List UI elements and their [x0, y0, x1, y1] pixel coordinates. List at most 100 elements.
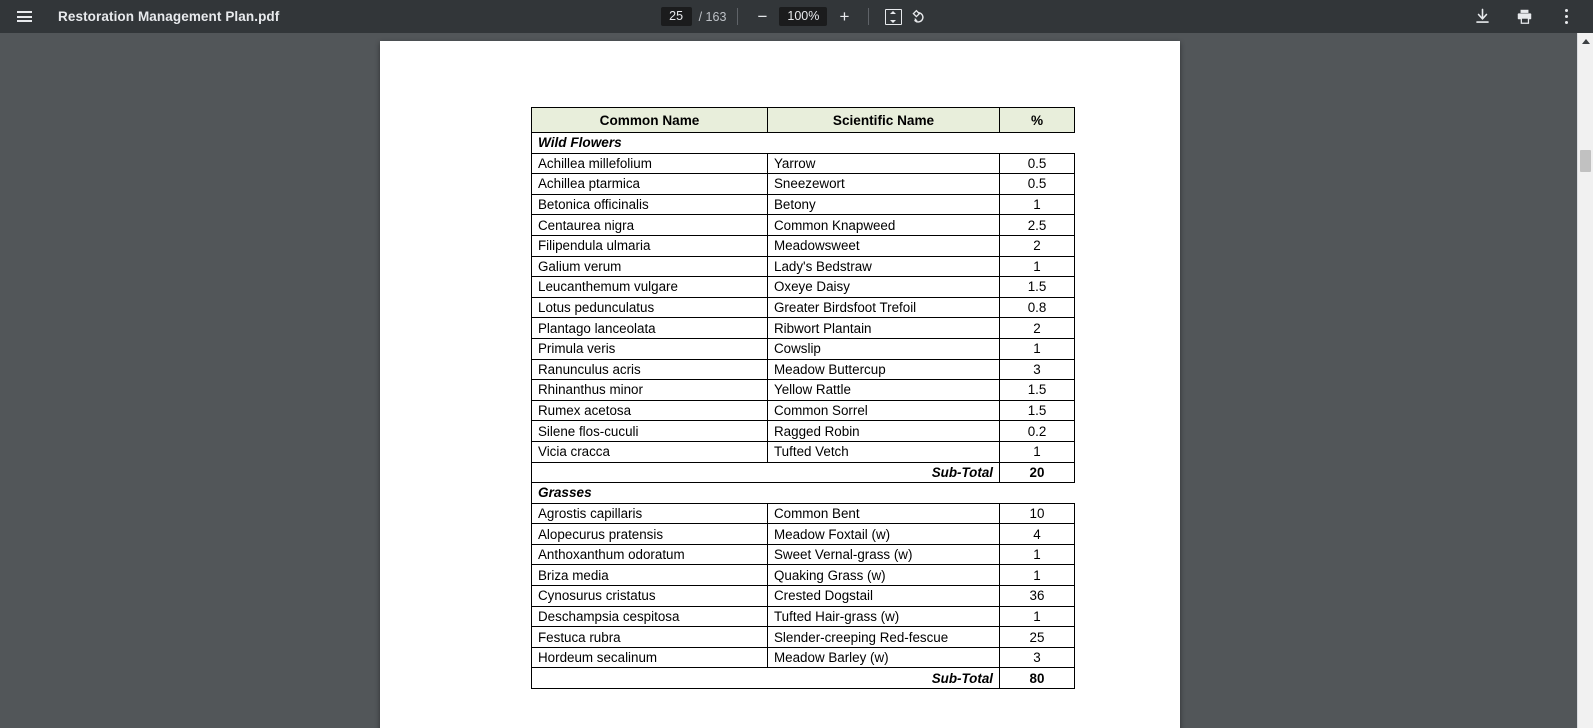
cell-percent: 2 — [999, 234, 1075, 257]
cell-common-name: Cynosurus cristatus — [531, 585, 768, 607]
table-row: Achillea millefolium Yarrow 0.5 — [531, 152, 1075, 175]
table-row: Hordeum secalinum Meadow Barley (w) 3 — [531, 646, 1075, 669]
toolbar-divider — [737, 8, 739, 25]
cell-common-name: Vicia cracca — [531, 440, 768, 463]
cell-percent: 10 — [999, 502, 1075, 525]
cell-scientific-name: Betony — [767, 193, 1000, 216]
cell-percent: 1 — [999, 440, 1075, 463]
page-number-input[interactable] — [660, 7, 692, 26]
table-row: Achillea ptarmica Sneezewort 0.5 — [531, 173, 1075, 195]
cell-scientific-name: Tufted Vetch — [767, 440, 1000, 463]
cell-common-name: Centaurea nigra — [531, 214, 768, 236]
cell-percent: 1 — [999, 543, 1075, 566]
cell-scientific-name: Meadow Buttercup — [767, 358, 1000, 381]
cell-percent: 2 — [999, 317, 1075, 339]
pdf-page: Common Name Scientific Name % Wild Flowe… — [380, 41, 1180, 728]
cell-percent: 4 — [999, 523, 1075, 545]
cell-scientific-name: Lady's Bedstraw — [767, 255, 1000, 278]
species-mix-table: Common Name Scientific Name % Wild Flowe… — [531, 107, 1075, 690]
cell-percent: 1.5 — [999, 379, 1075, 401]
table-row: Silene flos-cuculi Ragged Robin 0.2 — [531, 420, 1075, 442]
column-header-common-name: Common Name — [531, 107, 768, 133]
cell-scientific-name: Meadow Barley (w) — [767, 646, 1000, 669]
cell-common-name: Achillea ptarmica — [531, 173, 768, 195]
zoom-level-value[interactable]: 100% — [779, 7, 828, 26]
cell-scientific-name: Yellow Rattle — [767, 379, 1000, 401]
print-icon[interactable] — [1511, 4, 1537, 30]
table-row: Lotus pedunculatus Greater Birdsfoot Tref… — [531, 296, 1075, 319]
cell-scientific-name: Ribwort Plantain — [767, 317, 1000, 339]
scrollbar-up-arrow-icon[interactable] — [1578, 33, 1593, 50]
hamburger-menu-icon[interactable] — [11, 4, 37, 30]
vertical-scrollbar[interactable] — [1577, 33, 1593, 728]
table-row: Deschampsia cespitosa Tufted Hair-grass (… — [531, 605, 1075, 628]
cell-scientific-name: Common Knapweed — [767, 214, 1000, 236]
column-header-scientific-name: Scientific Name — [767, 107, 1000, 133]
section-header-row: Wild Flowers — [531, 132, 1075, 154]
subtotal-value: 20 — [999, 461, 1075, 484]
table-row: Vicia cracca Tufted Vetch 1 — [531, 440, 1075, 463]
cell-common-name: Achillea millefolium — [531, 152, 768, 175]
cell-common-name: Alopecurus pratensis — [531, 523, 768, 545]
rotate-counterclockwise-icon[interactable] — [906, 4, 932, 30]
cell-common-name: Festuca rubra — [531, 626, 768, 648]
page-total-label: / 163 — [698, 9, 727, 24]
cell-scientific-name: Cowslip — [767, 337, 1000, 360]
column-header-percent: % — [999, 107, 1075, 133]
subtotal-row: Sub-Total 80 — [531, 667, 1075, 690]
cell-scientific-name: Greater Birdsfoot Trefoil — [767, 296, 1000, 319]
cell-percent: 1.5 — [999, 399, 1075, 422]
scrollbar-thumb[interactable] — [1580, 150, 1591, 172]
table-row: Primula veris Cowslip 1 — [531, 337, 1075, 360]
cell-common-name: Filipendula ulmaria — [531, 234, 768, 257]
more-options-icon[interactable] — [1553, 4, 1579, 30]
section-header-row: Grasses — [531, 482, 1075, 504]
table-row: Galium verum Lady's Bedstraw 1 — [531, 255, 1075, 278]
zoom-out-button[interactable]: − — [757, 6, 768, 26]
cell-common-name: Rhinanthus minor — [531, 379, 768, 401]
cell-scientific-name: Tufted Hair-grass (w) — [767, 605, 1000, 628]
cell-common-name: Briza media — [531, 564, 768, 587]
zoom-in-button[interactable]: + — [839, 6, 850, 26]
table-row: Alopecurus pratensis Meadow Foxtail (w) 4 — [531, 523, 1075, 545]
subtotal-label: Sub-Total — [531, 667, 1000, 690]
table-row: Briza media Quaking Grass (w) 1 — [531, 564, 1075, 587]
cell-common-name: Anthoxanthum odoratum — [531, 543, 768, 566]
cell-percent: 0.8 — [999, 296, 1075, 319]
cell-common-name: Deschampsia cespitosa — [531, 605, 768, 628]
table-row: Rumex acetosa Common Sorrel 1.5 — [531, 399, 1075, 422]
download-icon[interactable] — [1469, 4, 1495, 30]
cell-percent: 1 — [999, 193, 1075, 216]
section-title-spacer — [999, 482, 1075, 504]
cell-scientific-name: Common Bent — [767, 502, 1000, 525]
section-title: Grasses — [531, 482, 1000, 504]
table-row: Betonica officinalis Betony 1 — [531, 193, 1075, 216]
cell-percent: 1.5 — [999, 276, 1075, 298]
document-title: Restoration Management Plan.pdf — [58, 9, 280, 24]
table-row: Agrostis capillaris Common Bent 10 — [531, 502, 1075, 525]
cell-percent: 1 — [999, 337, 1075, 360]
toolbar-left-group: Restoration Management Plan.pdf — [0, 4, 279, 30]
section-title: Wild Flowers — [531, 132, 1000, 154]
pdf-viewer-canvas[interactable]: Common Name Scientific Name % Wild Flowe… — [0, 33, 1577, 728]
cell-scientific-name: Meadowsweet — [767, 234, 1000, 257]
cell-scientific-name: Sweet Vernal-grass (w) — [767, 543, 1000, 566]
table-row: Centaurea nigra Common Knapweed 2.5 — [531, 214, 1075, 236]
cell-scientific-name: Meadow Foxtail (w) — [767, 523, 1000, 545]
cell-common-name: Galium verum — [531, 255, 768, 278]
cell-percent: 3 — [999, 646, 1075, 669]
pdf-toolbar: Restoration Management Plan.pdf / 163 − … — [0, 0, 1593, 33]
cell-percent: 36 — [999, 585, 1075, 607]
toolbar-center-group: / 163 − 100% + — [0, 4, 1593, 30]
cell-percent: 0.5 — [999, 152, 1075, 175]
cell-common-name: Primula veris — [531, 337, 768, 360]
fit-to-page-icon[interactable] — [880, 4, 906, 30]
cell-percent: 2.5 — [999, 214, 1075, 236]
cell-common-name: Ranunculus acris — [531, 358, 768, 381]
cell-scientific-name: Yarrow — [767, 152, 1000, 175]
cell-common-name: Agrostis capillaris — [531, 502, 768, 525]
cell-scientific-name: Oxeye Daisy — [767, 276, 1000, 298]
cell-common-name: Rumex acetosa — [531, 399, 768, 422]
cell-percent: 0.5 — [999, 173, 1075, 195]
